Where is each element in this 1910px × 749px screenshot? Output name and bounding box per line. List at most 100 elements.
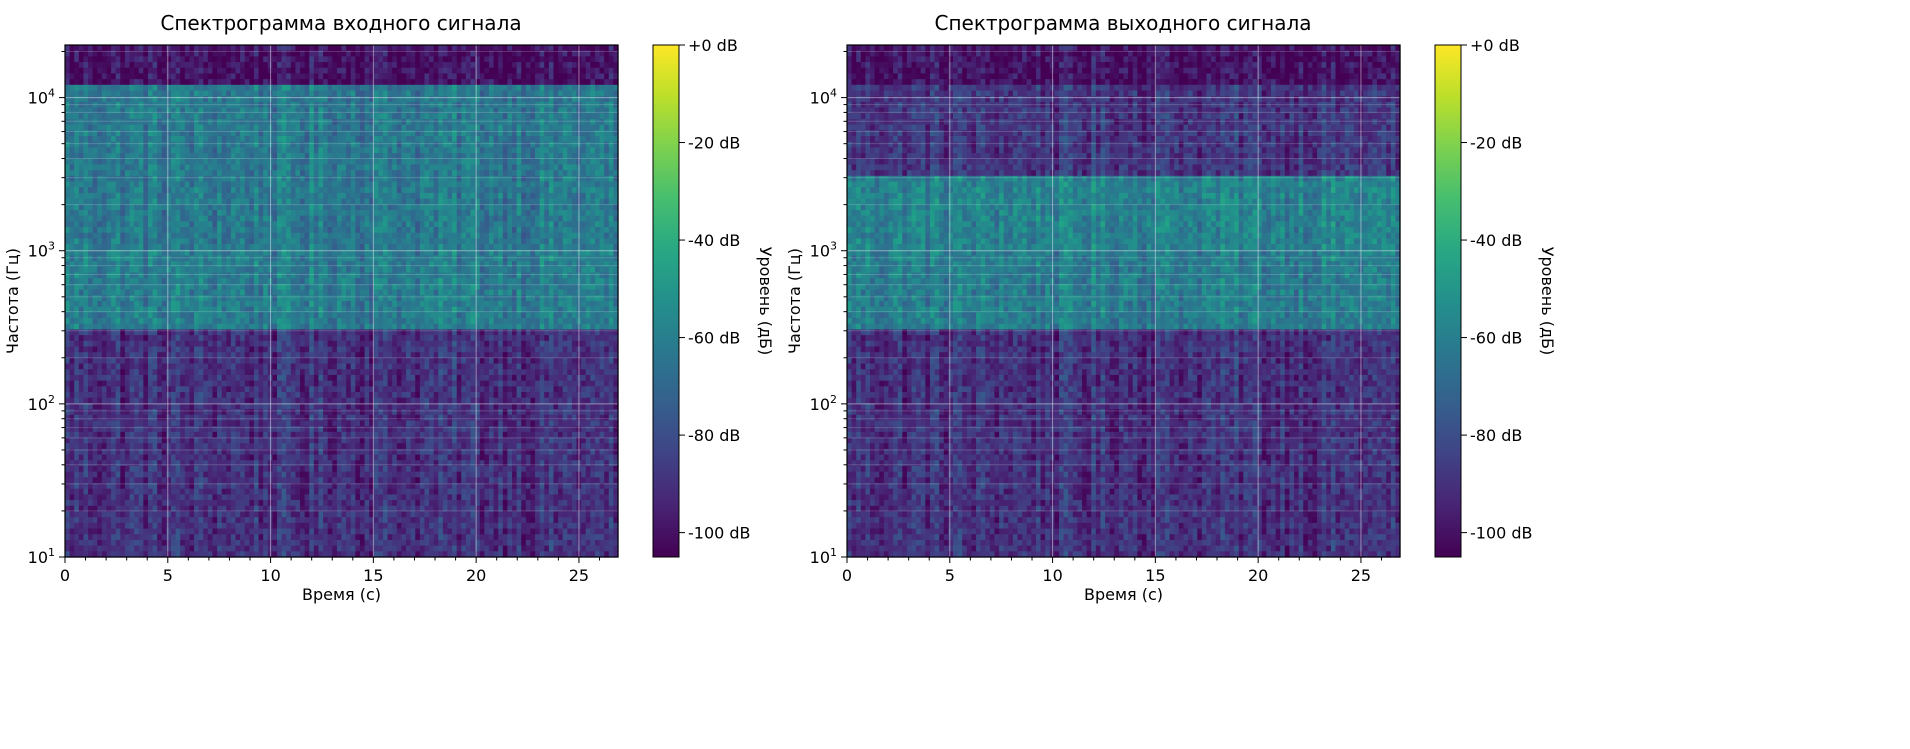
heatmap-cell <box>447 164 453 171</box>
heatmap-cell <box>230 215 237 222</box>
heatmap-cell <box>69 45 75 52</box>
heatmap-cell <box>594 124 601 131</box>
heatmap-cell <box>401 56 407 63</box>
heatmap-cell <box>535 56 541 63</box>
heatmap-cell <box>143 84 149 92</box>
heatmap-cell <box>456 244 462 251</box>
heatmap-cell <box>456 136 462 143</box>
heatmap-cell <box>290 130 297 137</box>
heatmap-cell <box>249 164 255 171</box>
heatmap-cell <box>373 227 379 234</box>
heatmap-cell <box>318 158 324 166</box>
heatmap-cell <box>249 90 255 97</box>
heatmap-cell <box>313 175 320 183</box>
heatmap-cell <box>290 67 297 75</box>
heatmap-cell <box>484 147 490 154</box>
heatmap-cell <box>461 249 467 257</box>
heatmap-cell <box>281 56 287 63</box>
heatmap-cell <box>332 118 338 126</box>
heatmap-cell <box>295 198 301 205</box>
heatmap-cell <box>212 170 218 177</box>
heatmap-cell <box>401 192 407 200</box>
heatmap-cell <box>152 124 158 131</box>
heatmap-cell <box>369 244 375 251</box>
heatmap-cell <box>78 84 85 92</box>
heatmap-cell <box>88 192 94 200</box>
heatmap-cell <box>341 67 347 75</box>
heatmap-cell <box>475 192 481 200</box>
heatmap-cell <box>78 130 85 137</box>
heatmap-cell <box>101 62 108 69</box>
heatmap-cell <box>152 118 158 126</box>
heatmap-cell <box>147 113 154 120</box>
heatmap-cell <box>479 101 485 109</box>
heatmap-cell <box>83 192 89 200</box>
heatmap-cell <box>507 62 513 69</box>
heatmap-cell <box>387 266 393 274</box>
heatmap-cell <box>157 215 163 222</box>
heatmap-cell <box>184 130 191 137</box>
heatmap-cell <box>134 238 140 245</box>
heatmap-cell <box>433 50 439 57</box>
heatmap-cell <box>456 84 462 92</box>
heatmap-cell <box>364 232 370 240</box>
heatmap-cell <box>230 170 237 177</box>
heatmap-cell <box>378 101 384 109</box>
heatmap-cell <box>157 73 163 80</box>
heatmap-cell <box>525 244 532 251</box>
heatmap-cell <box>442 73 449 80</box>
heatmap-cell <box>300 215 306 222</box>
heatmap-cell <box>553 45 559 52</box>
heatmap-cell <box>512 130 518 137</box>
heatmap-cell <box>585 266 591 274</box>
heatmap-cell <box>111 249 117 257</box>
heatmap-cell <box>129 56 135 63</box>
heatmap-cell <box>341 261 347 268</box>
heatmap-cell <box>382 158 389 166</box>
heatmap-cell <box>101 164 108 171</box>
heatmap-cell <box>419 198 426 205</box>
heatmap-cell <box>295 107 301 114</box>
heatmap-cell <box>341 84 347 92</box>
heatmap-cell <box>221 67 227 75</box>
heatmap-cell <box>493 141 499 148</box>
heatmap-cell <box>512 204 518 211</box>
heatmap-cell <box>341 232 347 240</box>
heatmap-cell <box>152 244 158 251</box>
heatmap-cell <box>470 153 476 160</box>
heatmap-cell <box>143 266 149 274</box>
heatmap-cell <box>253 79 260 86</box>
heatmap-cell <box>309 215 315 222</box>
heatmap-cell <box>548 238 555 245</box>
heatmap-cell <box>327 215 333 222</box>
heatmap-cell <box>180 232 186 240</box>
heatmap-cell <box>194 158 200 166</box>
heatmap-cell <box>138 79 144 86</box>
heatmap-cell <box>502 90 508 97</box>
heatmap-cell <box>161 232 167 240</box>
heatmap-cell <box>300 45 306 52</box>
heatmap-cell <box>539 45 545 52</box>
heatmap-cell <box>290 204 297 211</box>
heatmap-cell <box>355 107 361 114</box>
heatmap-cell <box>498 272 504 279</box>
heatmap-cell <box>134 255 140 262</box>
heatmap-cell <box>276 278 283 285</box>
heatmap-cell <box>286 215 292 222</box>
heatmap-cell <box>475 175 481 183</box>
heatmap-cell <box>189 45 195 52</box>
heatmap-cell <box>175 153 181 160</box>
heatmap-cell <box>475 45 481 52</box>
heatmap-cell <box>599 204 605 211</box>
heatmap-cell <box>235 198 241 205</box>
heatmap-cell <box>147 238 154 245</box>
heatmap-cell <box>553 249 559 257</box>
heatmap-cell <box>203 272 209 279</box>
heatmap-cell <box>147 244 154 251</box>
heatmap-cell <box>189 227 195 234</box>
heatmap-cell <box>424 204 430 211</box>
heatmap-cell <box>585 147 591 154</box>
heatmap-cell <box>373 50 379 57</box>
heatmap-cell <box>507 227 513 234</box>
heatmap-cell <box>535 238 541 245</box>
